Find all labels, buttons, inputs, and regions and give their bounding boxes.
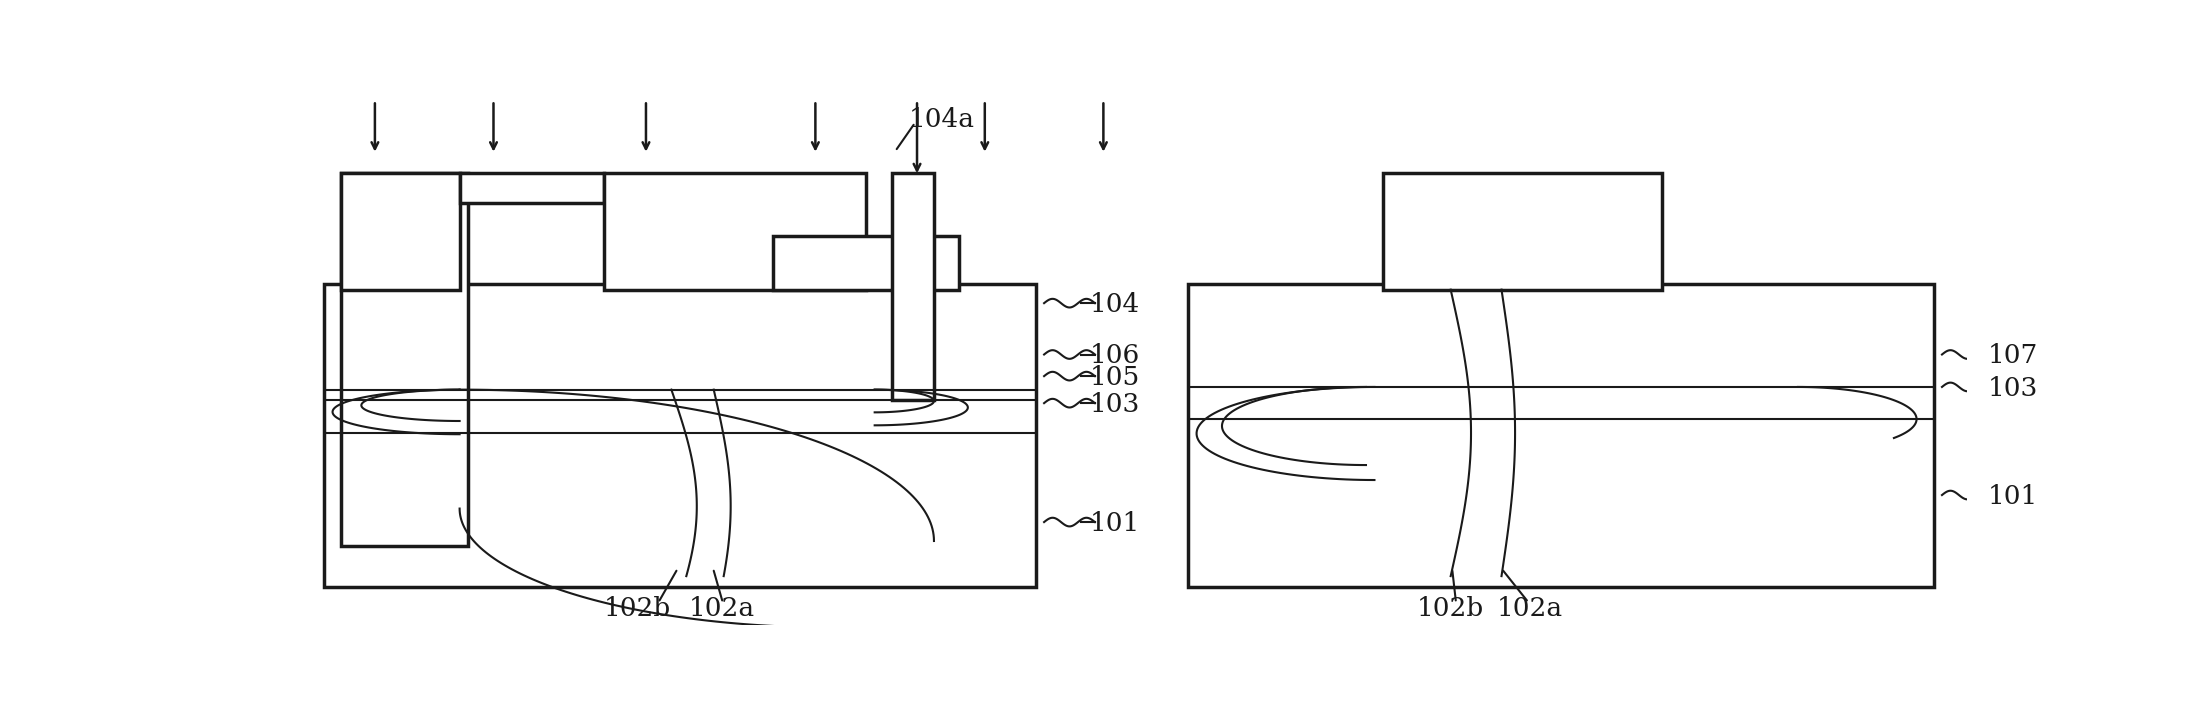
Bar (341, 173, 468, 546)
Text: 106: 106 (1091, 343, 1141, 368)
Text: 102a: 102a (1497, 596, 1563, 621)
Text: 101: 101 (1091, 510, 1141, 536)
Bar (1189, 284, 1935, 587)
Text: 104a: 104a (909, 107, 975, 132)
Text: 103: 103 (1091, 392, 1141, 417)
Text: 102a: 102a (689, 596, 754, 621)
Bar (341, 173, 459, 290)
Bar (459, 173, 603, 203)
Bar (324, 284, 1036, 587)
Bar (1384, 173, 1664, 290)
Text: 101: 101 (1987, 484, 2037, 509)
Text: 104: 104 (1091, 292, 1141, 317)
Text: 103: 103 (1987, 376, 2037, 401)
Bar (892, 173, 933, 400)
Text: 105: 105 (1091, 365, 1141, 390)
Text: 107: 107 (1987, 343, 2037, 368)
Bar (603, 173, 866, 290)
Text: 102b: 102b (603, 596, 671, 621)
Text: 102b: 102b (1417, 596, 1484, 621)
Bar (774, 236, 960, 290)
